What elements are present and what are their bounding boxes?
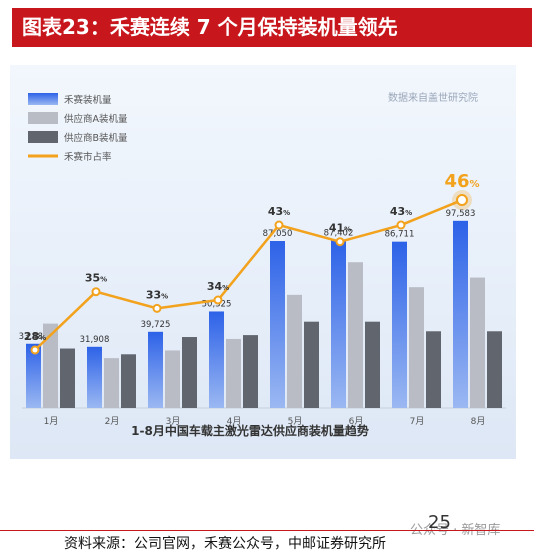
bar-hesai bbox=[26, 343, 41, 408]
bar-supplier-b bbox=[365, 321, 380, 408]
bar-supplier-a bbox=[43, 323, 58, 408]
share-value-label: 34% bbox=[207, 280, 229, 293]
x-tick-label: 1月 bbox=[44, 416, 59, 427]
page-title: 图表23：禾赛连续 7 个月保持装机量领先 bbox=[22, 15, 398, 39]
share-point bbox=[30, 345, 40, 355]
legend-label: 禾赛市占率 bbox=[64, 151, 112, 163]
share-value-label: 43% bbox=[268, 205, 290, 218]
bar-value-label: 97,583 bbox=[446, 209, 476, 219]
bar-value-label: 50,325 bbox=[202, 299, 232, 309]
bar-hesai bbox=[331, 240, 346, 408]
bar-value-label: 33,485 bbox=[19, 332, 49, 342]
share-point bbox=[91, 287, 101, 297]
bar-supplier-a bbox=[409, 287, 424, 408]
x-tick-label: 3月 bbox=[166, 416, 181, 427]
legend-label: 供应商B装机量 bbox=[64, 132, 128, 144]
bar-supplier-b bbox=[426, 331, 441, 408]
bar-supplier-a bbox=[104, 358, 119, 408]
bar-value-label: 87,050 bbox=[263, 229, 293, 239]
bar-hesai bbox=[392, 241, 407, 408]
legend-label: 供应商A装机量 bbox=[64, 113, 128, 125]
x-tick-label: 2月 bbox=[105, 416, 120, 427]
share-point bbox=[152, 303, 162, 313]
bar-hesai bbox=[453, 220, 468, 408]
share-point bbox=[335, 237, 345, 247]
share-value-label: 41% bbox=[329, 222, 351, 235]
bar-supplier-a bbox=[470, 277, 485, 408]
data-source-note: 数据来自盖世研究院 bbox=[388, 91, 478, 104]
bar-value-label: 39,725 bbox=[141, 320, 171, 330]
chart-panel: 数据来自盖世研究院 禾赛装机量供应商A装机量 供应商B装机量 禾赛市占率 33,48… bbox=[10, 65, 516, 459]
footer-divider bbox=[0, 530, 534, 531]
share-value-label: 43% bbox=[390, 205, 412, 218]
legend-label: 禾赛装机量 bbox=[64, 94, 112, 106]
source-note: 资料来源：公司官网，禾赛公众号，中邮证券研究所 bbox=[64, 536, 386, 552]
x-tick-label: 6月 bbox=[349, 416, 364, 427]
bar-supplier-b bbox=[304, 321, 319, 408]
share-point bbox=[274, 220, 284, 230]
chart-title: 1-8月中国车载主激光雷达供应商装机量趋势 bbox=[131, 423, 369, 438]
bar-hesai bbox=[270, 241, 285, 408]
legend-swatch-bar bbox=[28, 112, 58, 124]
bar-value-label: 86,711 bbox=[385, 230, 415, 240]
share-value-label: 33% bbox=[146, 288, 168, 301]
x-tick-label: 8月 bbox=[471, 416, 486, 427]
bar-supplier-b bbox=[60, 348, 75, 408]
bar-supplier-b bbox=[487, 331, 502, 408]
x-tick-label: 7月 bbox=[410, 416, 425, 427]
share-value-label: 46% bbox=[444, 171, 479, 192]
legend-swatch-bar bbox=[28, 131, 58, 143]
bar-supplier-b bbox=[121, 354, 136, 408]
x-tick-label: 5月 bbox=[288, 416, 303, 427]
share-line bbox=[34, 198, 463, 351]
bar-supplier-a bbox=[348, 262, 363, 408]
share-value-label: 28% bbox=[24, 330, 46, 343]
bar-supplier-a bbox=[287, 294, 302, 408]
x-tick-label: 4月 bbox=[227, 416, 242, 427]
page-number: 25 bbox=[428, 512, 451, 533]
watermark: 公众号 · 新智库 bbox=[410, 523, 501, 538]
share-point bbox=[456, 194, 468, 207]
bar-supplier-b bbox=[243, 335, 258, 408]
bar-value-label: 31,908 bbox=[80, 335, 110, 345]
bar-supplier-b bbox=[182, 337, 197, 408]
bar-hesai bbox=[209, 311, 224, 408]
share-point bbox=[213, 295, 223, 305]
bar-supplier-a bbox=[226, 338, 241, 408]
share-value-label: 35% bbox=[85, 272, 107, 285]
bar-hesai bbox=[87, 346, 102, 408]
bar-value-label: 87,402 bbox=[324, 228, 354, 238]
bar-hesai bbox=[148, 331, 163, 408]
bar-supplier-a bbox=[165, 350, 180, 408]
title-bar: 图表23：禾赛连续 7 个月保持装机量领先 bbox=[12, 8, 532, 47]
legend-swatch-bar bbox=[28, 93, 58, 105]
share-point bbox=[396, 220, 406, 230]
